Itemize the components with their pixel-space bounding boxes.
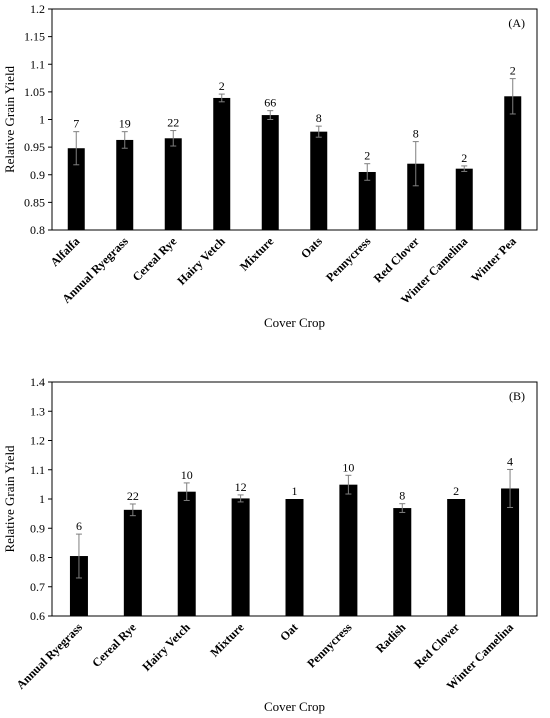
sample-size-label: 2 xyxy=(461,151,467,165)
y-tick-label: 1.4 xyxy=(30,375,45,389)
panel-label: (A) xyxy=(508,16,525,30)
x-axis-title: Cover Crop xyxy=(264,699,325,714)
chart-panel-b: 0.6 0.7 0.8 0.9 1 1.1 1.2 1.3 1.4 6 Annual Ryegras… xyxy=(0,365,550,718)
bar-annual-ryegrass xyxy=(116,139,134,230)
x-category-label: Pennycress xyxy=(304,620,355,671)
bar-alfalfa xyxy=(67,148,85,230)
bar-cereal-rye xyxy=(123,509,142,616)
y-axis-title: Relative Grain Yield xyxy=(2,445,17,553)
sample-size-label: 2 xyxy=(219,79,225,93)
x-category-label: Annual Ryegrass xyxy=(13,620,85,692)
y-tick-label: 1.05 xyxy=(24,85,45,99)
y-axis-title: Relative Grain Yield xyxy=(2,65,17,173)
bar-mixture xyxy=(261,115,279,230)
bar-pennycress xyxy=(339,484,358,616)
x-category-label: Oats xyxy=(298,234,325,261)
bar-winter-camelina xyxy=(455,168,473,230)
sample-size-label: 22 xyxy=(127,489,139,503)
x-category-label: Radish xyxy=(373,620,409,656)
sample-size-label: 12 xyxy=(235,480,247,494)
x-category-label: Mixture xyxy=(237,234,277,274)
x-category-label: Mixture xyxy=(207,620,247,660)
sample-size-label: 8 xyxy=(413,127,419,141)
x-category-label: Cereal Rye xyxy=(89,620,139,670)
y-tick-label: 1 xyxy=(39,492,45,506)
x-category-label: Alfalfa xyxy=(47,234,82,269)
bar-red-clover xyxy=(407,163,425,230)
bar-winter-pea xyxy=(504,96,522,230)
sample-size-label: 10 xyxy=(342,460,354,474)
y-tick-label: 0.9 xyxy=(30,168,45,182)
y-tick-label: 0.7 xyxy=(30,580,45,594)
sample-size-label: 7 xyxy=(73,117,79,131)
bar-winter-camelina xyxy=(501,488,520,616)
sample-size-label: 2 xyxy=(453,484,459,498)
sample-size-label: 66 xyxy=(264,96,276,110)
y-tick-label: 0.8 xyxy=(30,223,45,237)
y-tick-label: 1.1 xyxy=(30,463,45,477)
x-category-label: Hairy Vetch xyxy=(174,234,228,288)
y-tick-label: 1.15 xyxy=(24,30,45,44)
y-tick-label: 0.9 xyxy=(30,521,45,535)
sample-size-label: 8 xyxy=(399,489,405,503)
sample-size-label: 6 xyxy=(76,519,82,533)
sample-size-label: 2 xyxy=(364,149,370,163)
sample-size-label: 1 xyxy=(292,484,298,498)
y-tick-label: 1.2 xyxy=(30,2,45,16)
chart-b-svg: 0.6 0.7 0.8 0.9 1 1.1 1.2 1.3 1.4 6 Annual Ryegras… xyxy=(2,375,538,714)
y-tick-label: 0.85 xyxy=(24,195,45,209)
chart-panel-a: 0.8 0.85 0.9 0.95 1 1.05 1.1 1.15 1.2 7 Alfalfa 19 A… xyxy=(0,0,550,340)
bar-red-clover xyxy=(447,499,466,616)
sample-size-label: 2 xyxy=(510,64,516,78)
bar-hairy-vetch xyxy=(177,491,196,616)
x-category-label: Hairy Vetch xyxy=(139,620,193,674)
chart-a-svg: 0.80.850.90.9511.051.11.151.27Alfalfa19A… xyxy=(2,2,538,330)
y-tick-label: 0.6 xyxy=(30,609,45,623)
y-tick-label: 0.8 xyxy=(30,551,45,565)
bar-pennycress xyxy=(358,171,376,230)
panel-label: (B) xyxy=(509,389,525,403)
sample-size-label: 19 xyxy=(119,117,131,131)
bar-oat xyxy=(285,499,304,616)
bar-cereal-rye xyxy=(164,138,182,230)
y-tick-label: 1 xyxy=(39,113,45,127)
x-category-label: Cereal Rye xyxy=(130,234,180,284)
sample-size-label: 8 xyxy=(316,111,322,125)
bar-hairy-vetch xyxy=(213,97,231,230)
bar-annual-ryegrass xyxy=(69,556,88,616)
y-tick-label: 1.2 xyxy=(30,434,45,448)
bar-mixture xyxy=(231,498,250,616)
x-category-label: Pennycress xyxy=(323,234,374,285)
bar-radish xyxy=(393,508,412,616)
x-category-label: Red Clover xyxy=(411,620,463,672)
y-tick-label: 1.3 xyxy=(30,404,45,418)
sample-size-label: 22 xyxy=(167,116,179,130)
x-axis-title: Cover Crop xyxy=(264,315,325,330)
sample-size-label: 10 xyxy=(181,468,193,482)
x-category-label: Red Clover xyxy=(371,234,423,286)
x-category-label: Winter Pea xyxy=(468,234,519,285)
sample-size-label: 4 xyxy=(507,454,513,468)
y-tick-label: 1.1 xyxy=(30,57,45,71)
bar-oats xyxy=(310,131,328,230)
x-category-label: Oat xyxy=(277,620,301,644)
y-tick-label: 0.95 xyxy=(24,140,45,154)
